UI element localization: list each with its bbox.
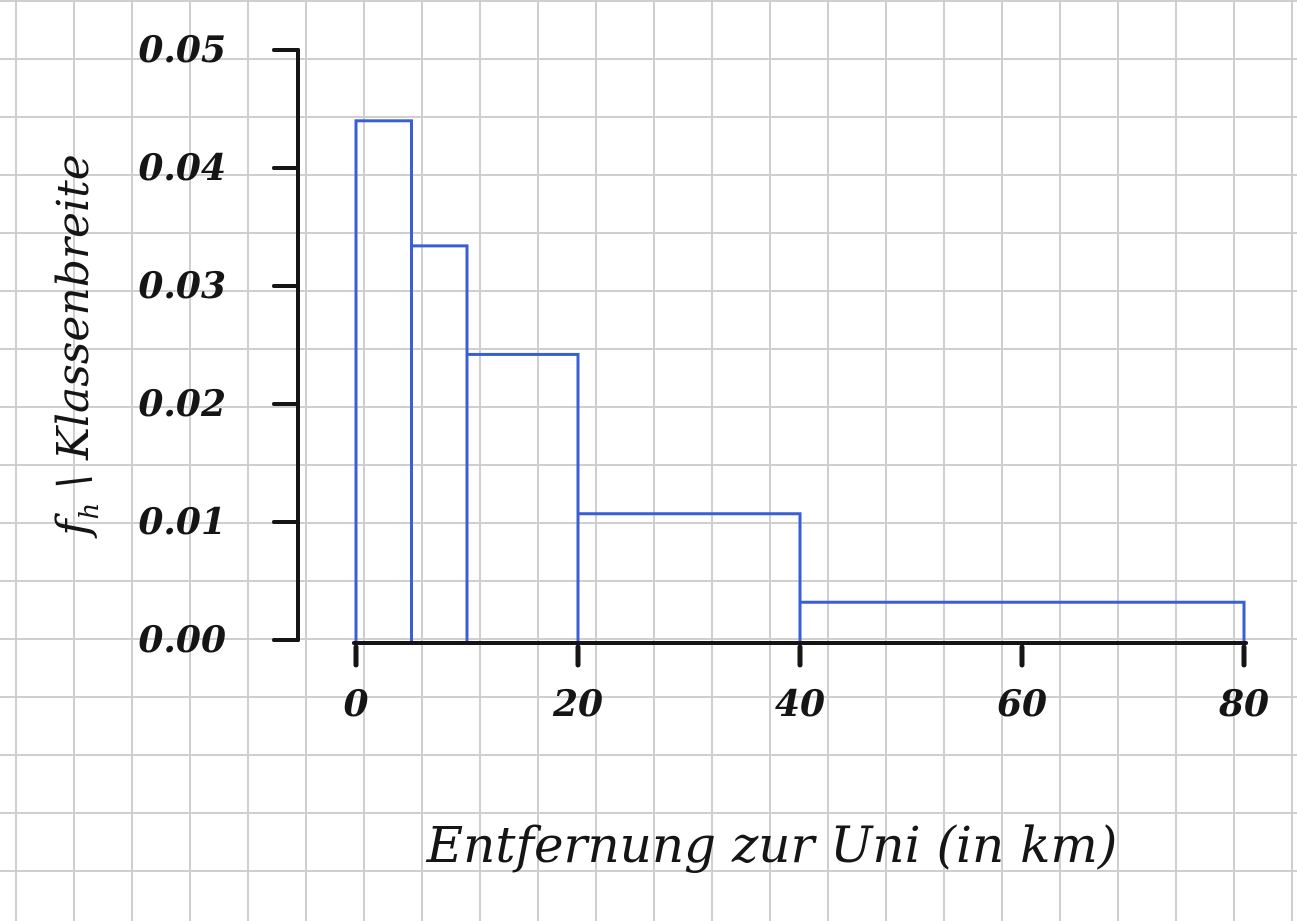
x-tick-label-2: 40: [775, 683, 825, 725]
x-tick-label-1: 20: [552, 683, 603, 725]
histogram-bar-3: [465, 352, 580, 645]
histogram-bar-1: [354, 119, 413, 645]
histogram-bar-2: [410, 244, 469, 645]
y-axis-title: fh \ Klassenbreite: [48, 154, 105, 539]
x-tick-label-0: 0: [343, 683, 368, 725]
x-ticks: 0 20 40 60 80: [343, 644, 1269, 725]
histogram-bar-5: [798, 600, 1246, 645]
y-ticks: 0.00 0.01 0.02 0.03 0.04 0.05: [138, 29, 300, 661]
y-axis-title-sub: h: [75, 503, 105, 520]
x-tick-label-3: 60: [997, 683, 1047, 725]
axes: [296, 48, 1248, 645]
y-tick-label-3: 0.03: [138, 265, 226, 307]
y-tick-label-1: 0.01: [138, 501, 226, 543]
y-tick-label-2: 0.02: [138, 383, 226, 425]
y-tick-label-0: 0.00: [138, 619, 226, 661]
x-tick-label-4: 80: [1218, 683, 1269, 725]
histogram-bar-4: [576, 512, 802, 645]
y-axis-title-rest: \ Klassenbreite: [48, 154, 99, 503]
y-tick-label-4: 0.04: [138, 147, 226, 189]
histogram-bars: [354, 119, 1246, 645]
y-tick-label-5: 0.05: [138, 29, 226, 71]
x-axis-title: Entfernung zur Uni (in km): [426, 816, 1118, 874]
